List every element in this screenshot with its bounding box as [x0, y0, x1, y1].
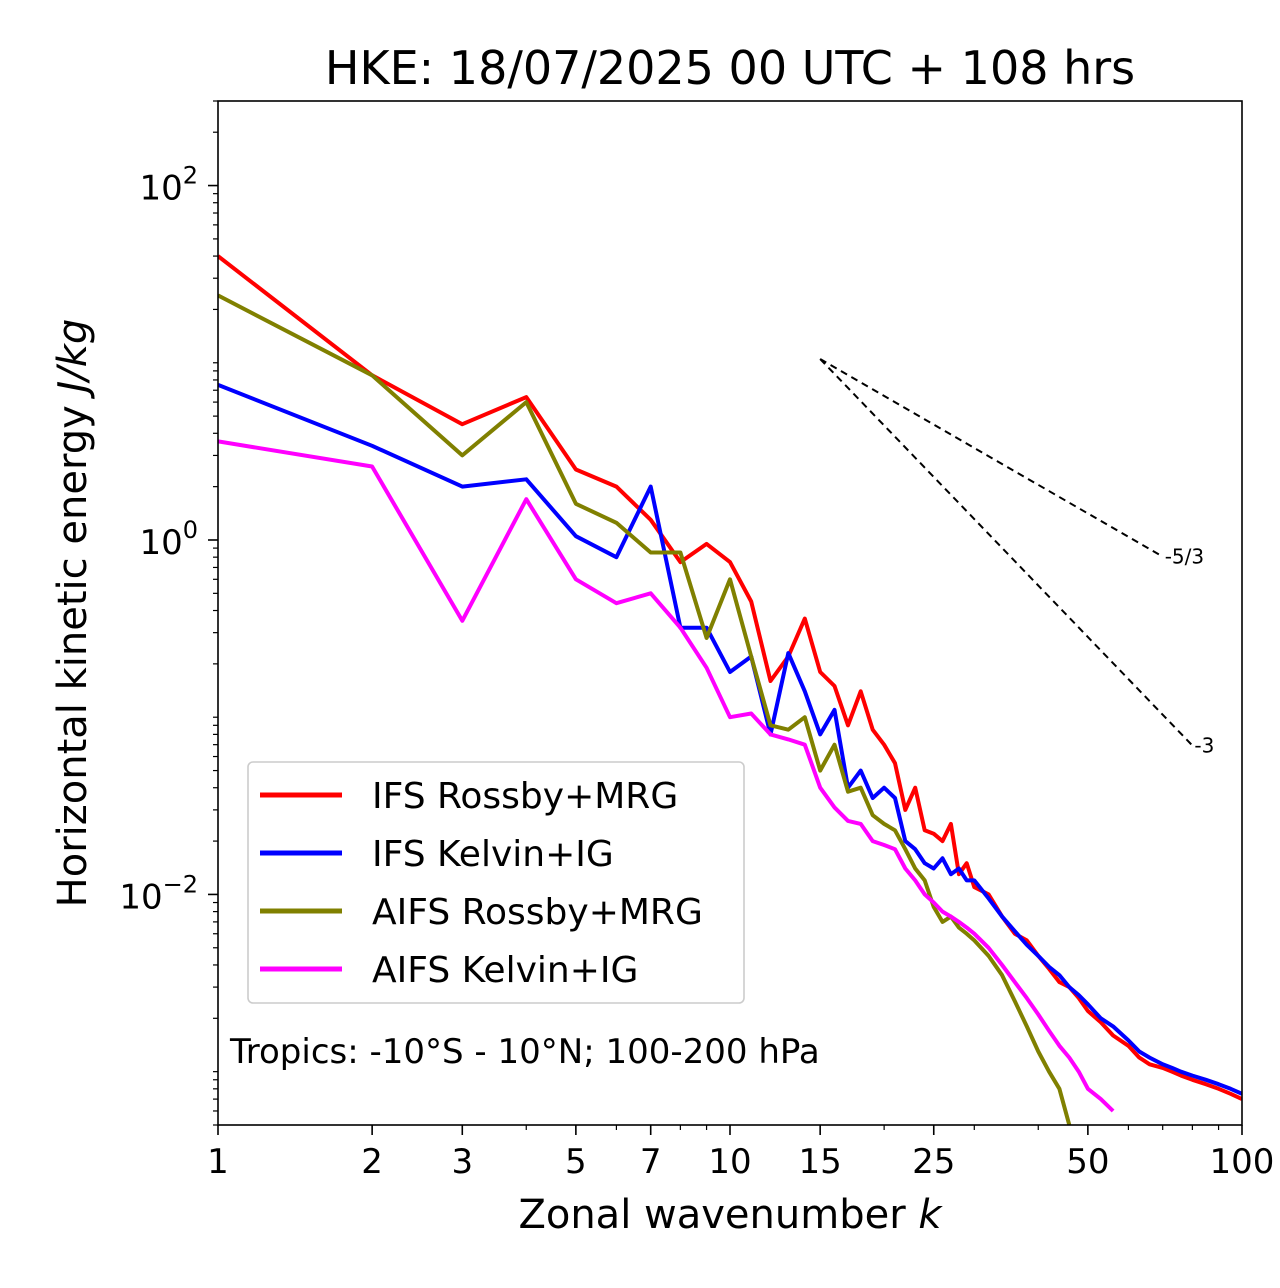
x-tick-label: 3 [451, 1142, 473, 1182]
y-tick-label: 102 [139, 162, 198, 209]
reference-slope-line-2 [819, 358, 1194, 747]
y-axis-label: Horizontal kinetic energy J/kg [50, 319, 96, 908]
legend-label-2: IFS Kelvin+IG [372, 834, 614, 875]
series-line-1 [218, 254, 1242, 1101]
x-tick-label: 1 [207, 1142, 229, 1182]
x-tick-label: 100 [1210, 1142, 1275, 1182]
x-tick-label: 2 [361, 1142, 383, 1182]
series-line-2 [218, 383, 1242, 1096]
reference-slope-line-1 [819, 358, 1164, 558]
legend-label-4: AIFS Kelvin+IG [372, 950, 638, 991]
x-tick-label: 10 [708, 1142, 751, 1182]
reference-slope-label-2: -3 [1194, 734, 1214, 758]
region-annotation: Tropics: -10°S - 10°N; 100-200 hPa [229, 1032, 820, 1072]
x-axis-ticks: 1 2 3 5 7 10 15 25 50 100 [207, 1125, 1274, 1182]
series-line-4 [218, 439, 1115, 1113]
x-tick-label: 15 [799, 1142, 842, 1182]
reference-lines: -5/3 -3 [819, 358, 1214, 758]
x-tick-label: 50 [1066, 1142, 1109, 1182]
series-line-3 [218, 293, 1072, 1125]
legend-box [247, 761, 745, 1004]
legend-label-1: IFS Rossby+MRG [372, 776, 678, 817]
y-tick-label: 100 [139, 516, 198, 563]
legend: IFS Rossby+MRG IFS Kelvin+IG AIFS Rossby+M… [247, 761, 745, 1004]
x-axis-label: Zonal wavenumber k [518, 1192, 943, 1238]
chart-title: HKE: 18/07/2025 00 UTC + 108 hrs [325, 41, 1135, 95]
y-tick-label: 10−2 [119, 870, 198, 917]
x-tick-label: 7 [640, 1142, 662, 1182]
legend-items: IFS Rossby+MRG IFS Kelvin+IG AIFS Rossby+M… [260, 776, 703, 991]
reference-slope-label-1: -5/3 [1165, 545, 1204, 569]
legend-label-3: AIFS Rossby+MRG [372, 892, 703, 933]
series-group [218, 254, 1242, 1125]
x-tick-label: 25 [912, 1142, 955, 1182]
x-tick-label: 5 [565, 1142, 587, 1182]
y-axis-ticks: 10−2 100 102 [119, 100, 218, 1126]
